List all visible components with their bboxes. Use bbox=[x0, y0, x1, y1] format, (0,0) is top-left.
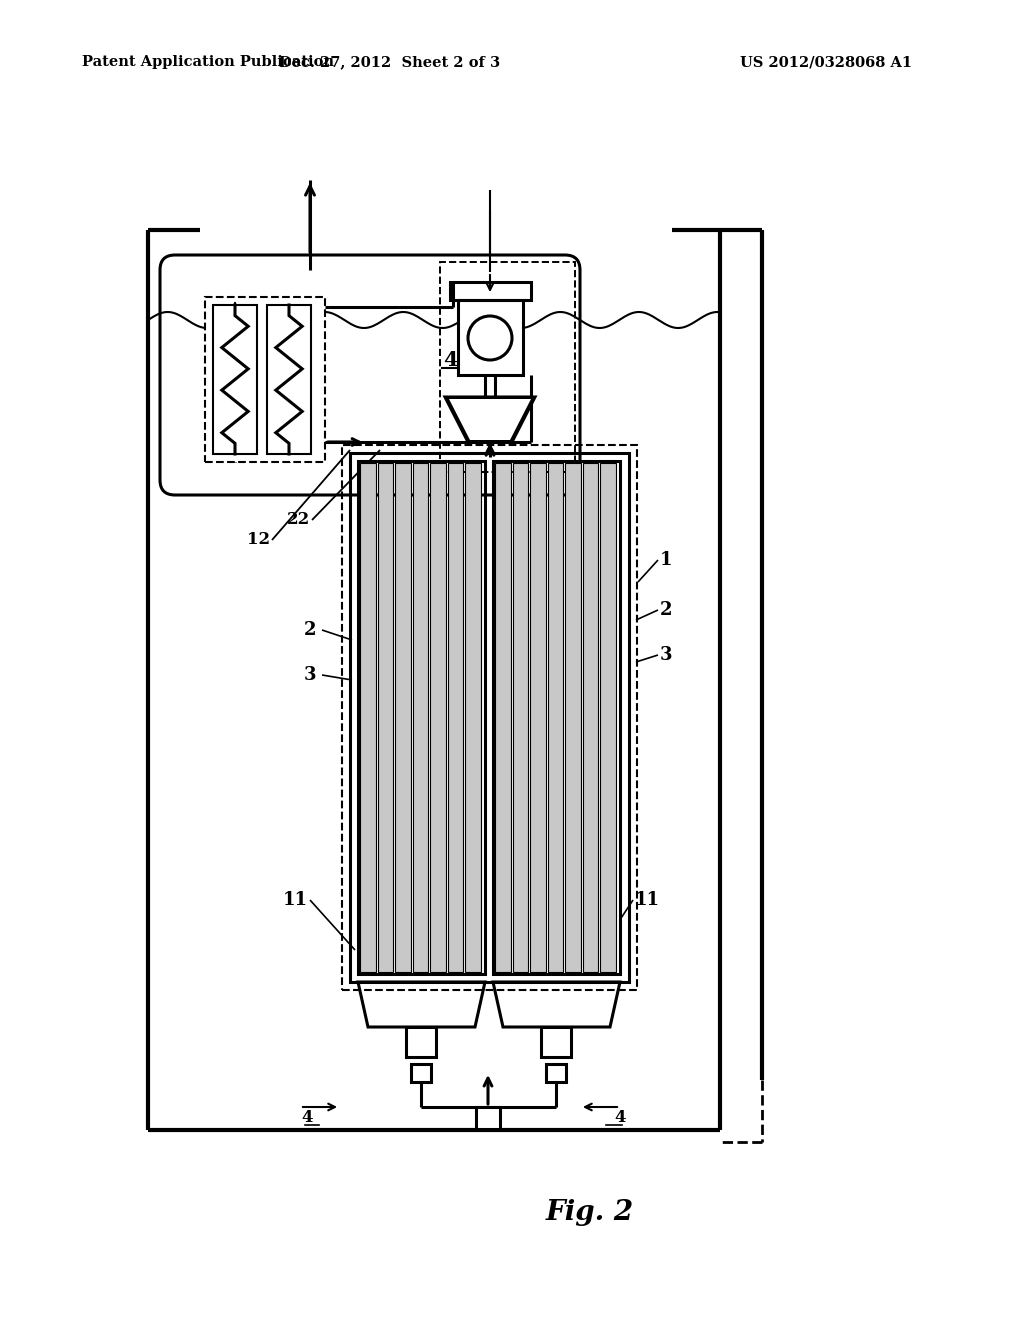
Text: 13: 13 bbox=[575, 471, 598, 488]
Text: 11: 11 bbox=[635, 891, 660, 909]
Bar bbox=[583, 463, 598, 972]
Text: US 2012/0328068 A1: US 2012/0328068 A1 bbox=[740, 55, 912, 69]
Bar bbox=[395, 463, 411, 972]
Bar bbox=[466, 463, 481, 972]
Text: 11: 11 bbox=[283, 891, 308, 909]
Bar bbox=[546, 1064, 566, 1082]
Text: Fig. 2: Fig. 2 bbox=[546, 1199, 634, 1225]
Polygon shape bbox=[445, 397, 535, 442]
Bar bbox=[513, 463, 528, 972]
Text: 3: 3 bbox=[304, 667, 316, 684]
Bar bbox=[205, 297, 325, 462]
Bar bbox=[413, 463, 428, 972]
Text: 22: 22 bbox=[287, 511, 310, 528]
Bar bbox=[493, 461, 620, 974]
Text: 2: 2 bbox=[660, 601, 673, 619]
Bar bbox=[458, 300, 523, 375]
Text: 12: 12 bbox=[247, 532, 270, 549]
Bar bbox=[476, 1107, 500, 1129]
Bar bbox=[342, 445, 637, 990]
Text: 4: 4 bbox=[442, 350, 458, 370]
Text: 2: 2 bbox=[304, 620, 316, 639]
Bar bbox=[411, 1064, 431, 1082]
Bar bbox=[495, 463, 511, 972]
Text: 3: 3 bbox=[660, 645, 673, 664]
Bar bbox=[440, 261, 575, 473]
Bar bbox=[360, 463, 376, 972]
Bar bbox=[406, 1027, 436, 1057]
Text: Patent Application Publication: Patent Application Publication bbox=[82, 55, 334, 69]
Text: 4: 4 bbox=[301, 1109, 313, 1126]
Bar bbox=[267, 305, 311, 454]
Text: 1: 1 bbox=[660, 550, 673, 569]
Polygon shape bbox=[449, 399, 531, 440]
Bar bbox=[378, 463, 393, 972]
Bar bbox=[565, 463, 581, 972]
Bar bbox=[541, 1027, 571, 1057]
Text: Dec. 27, 2012  Sheet 2 of 3: Dec. 27, 2012 Sheet 2 of 3 bbox=[280, 55, 501, 69]
Bar bbox=[358, 461, 485, 974]
Bar bbox=[447, 463, 464, 972]
Bar bbox=[350, 453, 629, 982]
Bar bbox=[430, 463, 445, 972]
Bar bbox=[213, 305, 257, 454]
Bar bbox=[530, 463, 546, 972]
Bar bbox=[548, 463, 563, 972]
Bar bbox=[600, 463, 616, 972]
Text: 4: 4 bbox=[614, 1109, 626, 1126]
